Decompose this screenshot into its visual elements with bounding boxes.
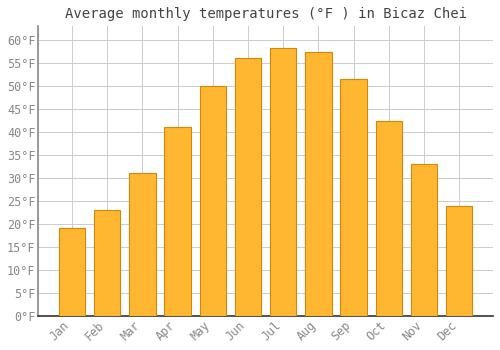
Bar [164,127,191,316]
Title: Average monthly temperatures (°F ) in Bicaz Chei: Average monthly temperatures (°F ) in Bi… [64,7,466,21]
Bar [130,173,156,316]
Bar [376,121,402,316]
Bar [94,210,120,316]
Bar [235,58,261,316]
Bar [411,164,437,316]
Bar [305,51,332,316]
Bar [446,205,472,316]
Bar [270,48,296,316]
Bar [200,86,226,316]
Bar [59,228,86,316]
Bar [340,79,367,316]
